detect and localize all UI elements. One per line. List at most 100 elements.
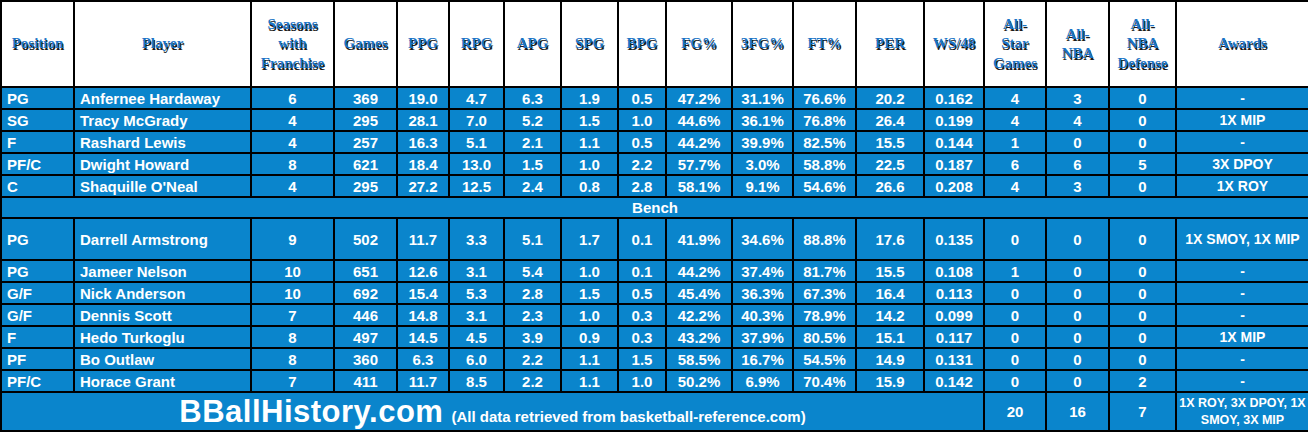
cell-all-nba-defense: 0 [1109, 109, 1176, 131]
cell-all-nba: 0 [1046, 218, 1109, 260]
cell-3fg-pct: 36.1% [732, 109, 793, 131]
cell-player: Bo Outlaw [74, 348, 251, 370]
cell-per: 20.2 [856, 87, 924, 109]
cell-ppg: 12.6 [397, 260, 449, 282]
cell-bpg: 2.2 [618, 153, 666, 175]
cell-all-nba-defense: 0 [1109, 218, 1176, 260]
cell-games: 497 [334, 326, 397, 348]
col-header-ft-pct: FT% [793, 1, 856, 87]
cell-ws48: 0.199 [924, 109, 984, 131]
cell-3fg-pct: 9.1% [732, 175, 793, 197]
cell-games: 446 [334, 304, 397, 326]
cell-games: 295 [334, 109, 397, 131]
cell-spg: 0.8 [561, 175, 618, 197]
cell-bpg: 0.1 [618, 218, 666, 260]
table-row: G/FNick Anderson1069215.45.32.81.50.545.… [1, 282, 1308, 304]
col-header-apg: APG [504, 1, 561, 87]
cell-fg-pct: 44.2% [666, 260, 732, 282]
cell-ppg: 16.3 [397, 131, 449, 153]
cell-position: PG [1, 218, 74, 260]
cell-per: 26.4 [856, 109, 924, 131]
cell-fg-pct: 43.2% [666, 326, 732, 348]
cell-all-nba: 3 [1046, 175, 1109, 197]
cell-3fg-pct: 34.6% [732, 218, 793, 260]
cell-apg: 3.9 [504, 326, 561, 348]
cell-3fg-pct: 16.7% [732, 348, 793, 370]
cell-bpg: 0.5 [618, 131, 666, 153]
roster-stats-sheet: Position Player Seasons with Franchise G… [0, 0, 1308, 442]
cell-awards: - [1176, 370, 1308, 392]
cell-bpg: 0.1 [618, 260, 666, 282]
cell-ws48: 0.135 [924, 218, 984, 260]
cell-ft-pct: 54.5% [793, 348, 856, 370]
cell-bpg: 0.3 [618, 304, 666, 326]
cell-position: SG [1, 109, 74, 131]
table-row: PF/CHorace Grant741111.78.52.21.11.050.2… [1, 370, 1308, 392]
col-header-spg: SPG [561, 1, 618, 87]
cell-per: 15.1 [856, 326, 924, 348]
table-row: SGTracy McGrady429528.17.05.21.51.044.6%… [1, 109, 1308, 131]
cell-games: 692 [334, 282, 397, 304]
cell-games: 621 [334, 153, 397, 175]
cell-fg-pct: 57.7% [666, 153, 732, 175]
cell-ppg: 6.3 [397, 348, 449, 370]
cell-bpg: 1.5 [618, 348, 666, 370]
cell-3fg-pct: 37.4% [732, 260, 793, 282]
cell-player: Hedo Turkoglu [74, 326, 251, 348]
cell-rpg: 13.0 [449, 153, 504, 175]
cell-fg-pct: 50.2% [666, 370, 732, 392]
cell-position: F [1, 131, 74, 153]
col-header-rpg: RPG [449, 1, 504, 87]
cell-all-nba-defense: 5 [1109, 153, 1176, 175]
cell-player: Darrell Armstrong [74, 218, 251, 260]
table-row: FRashard Lewis425716.35.12.11.10.544.2%3… [1, 131, 1308, 153]
cell-bpg: 1.0 [618, 370, 666, 392]
cell-ppg: 14.5 [397, 326, 449, 348]
site-brand: BBallHistory.com [179, 394, 443, 430]
cell-spg: 1.5 [561, 109, 618, 131]
cell-seasons: 9 [251, 218, 334, 260]
cell-seasons: 4 [251, 131, 334, 153]
cell-ft-pct: 80.5% [793, 326, 856, 348]
cell-rpg: 5.1 [449, 131, 504, 153]
cell-seasons: 10 [251, 260, 334, 282]
cell-all-nba: 0 [1046, 348, 1109, 370]
footer-row: BBallHistory.com (All data retrieved fro… [1, 392, 1308, 431]
cell-per: 14.2 [856, 304, 924, 326]
cell-rpg: 5.3 [449, 282, 504, 304]
cell-apg: 1.5 [504, 153, 561, 175]
cell-awards: - [1176, 260, 1308, 282]
cell-per: 15.5 [856, 260, 924, 282]
cell-awards: - [1176, 348, 1308, 370]
cell-bpg: 0.3 [618, 326, 666, 348]
cell-all-nba: 3 [1046, 87, 1109, 109]
cell-rpg: 3.1 [449, 260, 504, 282]
cell-ft-pct: 54.6% [793, 175, 856, 197]
cell-position: PG [1, 260, 74, 282]
cell-games: 502 [334, 218, 397, 260]
cell-rpg: 6.0 [449, 348, 504, 370]
cell-ws48: 0.187 [924, 153, 984, 175]
col-header-position: Position [1, 1, 74, 87]
cell-all-nba-defense: 0 [1109, 260, 1176, 282]
table-row: PFBo Outlaw83606.36.02.21.11.558.5%16.7%… [1, 348, 1308, 370]
cell-apg: 5.1 [504, 218, 561, 260]
cell-seasons: 8 [251, 326, 334, 348]
cell-player: Rashard Lewis [74, 131, 251, 153]
table-row: PGAnfernee Hardaway636919.04.76.31.90.54… [1, 87, 1308, 109]
cell-spg: 1.1 [561, 131, 618, 153]
cell-games: 651 [334, 260, 397, 282]
col-header-3fg-pct: 3FG% [732, 1, 793, 87]
cell-rpg: 3.3 [449, 218, 504, 260]
cell-all-star-games: 4 [984, 87, 1046, 109]
col-header-per: PER [856, 1, 924, 87]
cell-awards: - [1176, 282, 1308, 304]
cell-player: Shaquille O'Neal [74, 175, 251, 197]
cell-fg-pct: 42.2% [666, 304, 732, 326]
cell-ppg: 28.1 [397, 109, 449, 131]
cell-position: C [1, 175, 74, 197]
cell-3fg-pct: 40.3% [732, 304, 793, 326]
cell-all-nba-defense: 0 [1109, 282, 1176, 304]
cell-games: 369 [334, 87, 397, 109]
cell-all-star-games: 4 [984, 109, 1046, 131]
